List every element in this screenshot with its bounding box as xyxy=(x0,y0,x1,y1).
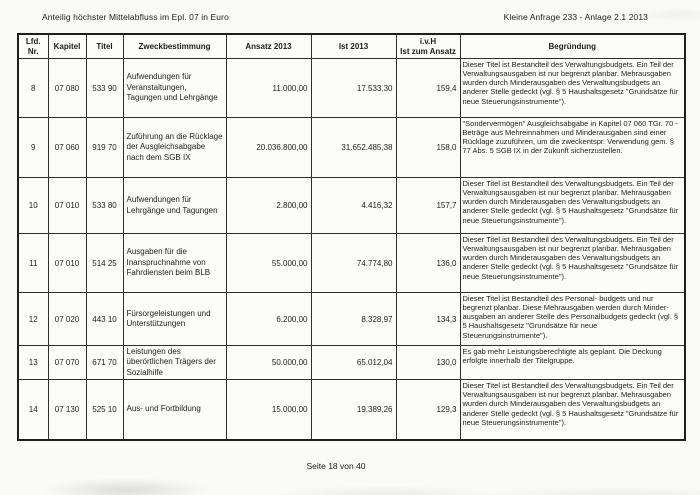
cell-ansatz: 55.000,00 xyxy=(225,233,312,293)
cell-titel: 514 25 xyxy=(85,233,124,293)
cell-zweckbestimmung: Leistungen des überörtlichen Trägers der… xyxy=(122,344,227,381)
table-row: 13 07 070 671 70 Leistungen des überörtl… xyxy=(17,344,686,381)
cell-titel: 533 80 xyxy=(85,177,124,234)
table-row: 9 07 060 919 70 Zuführung an die Rücklag… xyxy=(17,117,686,178)
cell-titel: 525 10 xyxy=(85,379,124,441)
page-number: Seite 18 von 40 xyxy=(306,461,366,471)
col-header-begruendung: Begründung xyxy=(459,33,686,59)
cell-lfd-nr: 13 xyxy=(17,344,49,381)
cell-kapitel: 07 060 xyxy=(47,117,87,178)
document-title: Anteilig höchster Mittelabfluss im Epl. … xyxy=(42,12,229,22)
cell-lfd-nr: 11 xyxy=(17,233,49,293)
cell-ivh: 157,7 xyxy=(395,177,461,234)
cell-lfd-nr: 9 xyxy=(17,117,49,178)
cell-ist: 17.533,30 xyxy=(310,58,397,118)
cell-ansatz: 15.000,00 xyxy=(225,379,312,441)
cell-zweckbestimmung: Aus- und Fortbildung xyxy=(122,379,227,441)
cell-titel: 919 70 xyxy=(85,117,124,178)
cell-kapitel: 07 020 xyxy=(47,292,87,346)
cell-lfd-nr: 8 xyxy=(17,58,49,118)
cell-zweckbestimmung: Zuführung an die Rücklage der Ausgleichs… xyxy=(122,117,227,178)
table-row: 12 07 020 443 10 Fürsorgeleistungen und … xyxy=(17,292,686,346)
cell-begruendung: "Sondervermögen" Ausgleichsabgabe in Kap… xyxy=(459,117,686,178)
table-row: 10 07 010 533 80 Aufwendungen für Lehrgä… xyxy=(17,177,686,234)
cell-lfd-nr: 14 xyxy=(17,379,49,441)
cell-ist: 4.416,32 xyxy=(310,177,397,234)
cell-ist: 74.774,80 xyxy=(310,233,397,293)
cell-ansatz: 11.000,00 xyxy=(225,58,312,118)
cell-ist: 19.389,26 xyxy=(310,379,397,441)
cell-ansatz: 6.200,00 xyxy=(225,292,312,346)
budget-table: Lfd. Nr. Kapitel Titel Zweckbestimmung A… xyxy=(17,33,686,441)
cell-kapitel: 07 130 xyxy=(47,379,87,441)
cell-ivh: 136,0 xyxy=(395,233,461,293)
cell-begruendung: Dieser Titel ist Bestandteil des Verwalt… xyxy=(459,58,686,118)
col-header-ist-2013: Ist 2013 xyxy=(310,33,397,59)
cell-begruendung: Dieser Titel ist Bestandteil des Persona… xyxy=(459,292,686,346)
cell-zweckbestimmung: Fürsorgeleistungen und Unterstützungen xyxy=(122,292,227,346)
cell-lfd-nr: 12 xyxy=(17,292,49,346)
cell-ivh: 158,0 xyxy=(395,117,461,178)
cell-begruendung: Dieser Titel ist Bestandteil des Verwalt… xyxy=(459,233,686,293)
cell-begruendung: Dieser Titel ist Bestandteil des Verwalt… xyxy=(459,177,686,234)
document-reference: Kleine Anfrage 233 - Anlage 2.1 2013 xyxy=(503,12,648,22)
cell-ivh: 129,3 xyxy=(395,379,461,441)
cell-zweckbestimmung: Aufwendungen für Lehrgänge und Tagungen xyxy=(122,177,227,234)
cell-ansatz: 50.000,00 xyxy=(225,344,312,381)
cell-titel: 671 70 xyxy=(85,344,124,381)
cell-begruendung: Es gab mehr Leistungsberechtigte als gep… xyxy=(459,344,686,381)
cell-ivh: 134,3 xyxy=(395,292,461,346)
cell-ansatz: 20.036.800,00 xyxy=(225,117,312,178)
cell-zweckbestimmung: Aufwendungen für Veranstaltungen, Tagung… xyxy=(122,58,227,118)
cell-kapitel: 07 010 xyxy=(47,233,87,293)
cell-lfd-nr: 10 xyxy=(17,177,49,234)
col-header-lfd-nr: Lfd. Nr. xyxy=(17,33,49,59)
cell-ivh: 130,0 xyxy=(395,344,461,381)
table-header-row: Lfd. Nr. Kapitel Titel Zweckbestimmung A… xyxy=(17,33,686,59)
cell-ist: 8.328,97 xyxy=(310,292,397,346)
col-header-titel: Titel xyxy=(85,33,124,59)
cell-kapitel: 07 080 xyxy=(47,58,87,118)
cell-kapitel: 07 070 xyxy=(47,344,87,381)
table-row: 8 07 080 533 90 Aufwendungen für Veranst… xyxy=(17,58,686,118)
col-header-kapitel: Kapitel xyxy=(47,33,87,59)
cell-titel: 443 10 xyxy=(85,292,124,346)
cell-ist: 31.652.485,38 xyxy=(310,117,397,178)
col-header-ivh: i.v.H Ist zum Ansatz xyxy=(395,33,461,59)
cell-kapitel: 07 010 xyxy=(47,177,87,234)
cell-ivh: 159,4 xyxy=(395,58,461,118)
table-row: 11 07 010 514 25 Ausgaben für die Inansp… xyxy=(17,233,686,293)
cell-ist: 65.012,04 xyxy=(310,344,397,381)
col-header-ansatz-2013: Ansatz 2013 xyxy=(225,33,312,59)
cell-zweckbestimmung: Ausgaben für die Inanspruchnahme von Fah… xyxy=(122,233,227,293)
cell-begruendung: Dieser Titel ist Bestandteil des Verwalt… xyxy=(459,379,686,441)
cell-titel: 533 90 xyxy=(85,58,124,118)
col-header-zweckbestimmung: Zweckbestimmung xyxy=(122,33,227,59)
table-row: 14 07 130 525 10 Aus- und Fortbildung 15… xyxy=(17,379,686,441)
cell-ansatz: 2.800,00 xyxy=(225,177,312,234)
